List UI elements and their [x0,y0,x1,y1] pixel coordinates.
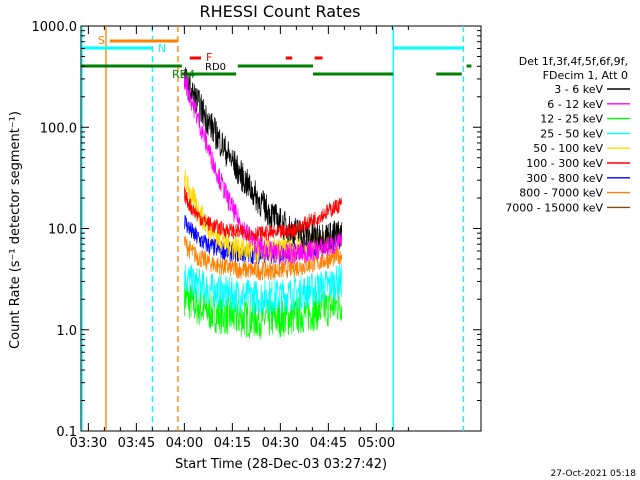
legend-header-line: Det 1f,3f,4f,5f,6f,9f, [519,55,628,68]
footer-date: 27-Oct-2021 05:18 [551,469,637,479]
legend-entry-label: 3 - 6 keV [554,83,603,96]
x-ticks: 03:30 03:45 04:00 04:15 04:30 04:45 05:00 [70,26,409,451]
legend-entry-label: 7000 - 15000 keV [505,201,603,214]
saa-label: S [98,34,105,47]
series-line-3 [184,263,343,314]
legend-entry-label: 25 - 50 keV [540,127,603,140]
rd0-label: RD0 [205,62,226,73]
legend-entry-label: 50 - 100 keV [533,142,603,155]
x-tick-label: 04:15 [214,436,251,451]
legend-entry-label: 800 - 7000 keV [519,187,603,200]
y-tick-label: 10.0 [48,223,77,238]
y-tick-label: 1.0 [56,324,77,339]
flare-label: F [206,51,212,64]
series-line-1 [184,72,343,265]
legend-entry-label: 100 - 300 keV [526,157,603,170]
series-line-5 [184,186,343,242]
x-tick-label: 04:45 [310,436,347,451]
series-lines [184,67,343,340]
x-tick-label: 03:30 [70,436,107,451]
legend-entry-label: 300 - 800 keV [526,172,603,185]
x-tick-label: 04:30 [262,436,299,451]
x-axis-label: Start Time (28-Dec-03 03:27:42) [175,457,387,472]
legend: Det 1f,3f,4f,5f,6f,9f,FDecim 1, Att 03 -… [505,55,630,214]
y-tick-label: 1000.0 [32,20,78,35]
series-line-0 [184,67,343,252]
y-tick-label: 100.0 [40,121,77,136]
y-tick-label: 0.1 [56,425,77,440]
vertical-markers [81,26,465,431]
x-tick-label: 05:00 [358,436,395,451]
legend-header-line: FDecim 1, Att 0 [543,69,628,82]
status-bars [81,39,472,76]
y-ticks: 0.1 1.0 10.0 100.0 1000.0 [32,20,481,440]
y-axis-label: Count Rate (s⁻¹ detector segment⁻¹) [8,111,23,349]
chart-title: RHESSI Count Rates [200,2,361,21]
rd4-label: RD4 [172,68,195,81]
x-tick-label: 04:00 [166,436,203,451]
legend-entry-label: 6 - 12 keV [547,98,603,111]
x-tick-label: 03:45 [118,436,155,451]
night-label: N [158,42,166,55]
legend-entry-label: 12 - 25 keV [540,113,603,126]
